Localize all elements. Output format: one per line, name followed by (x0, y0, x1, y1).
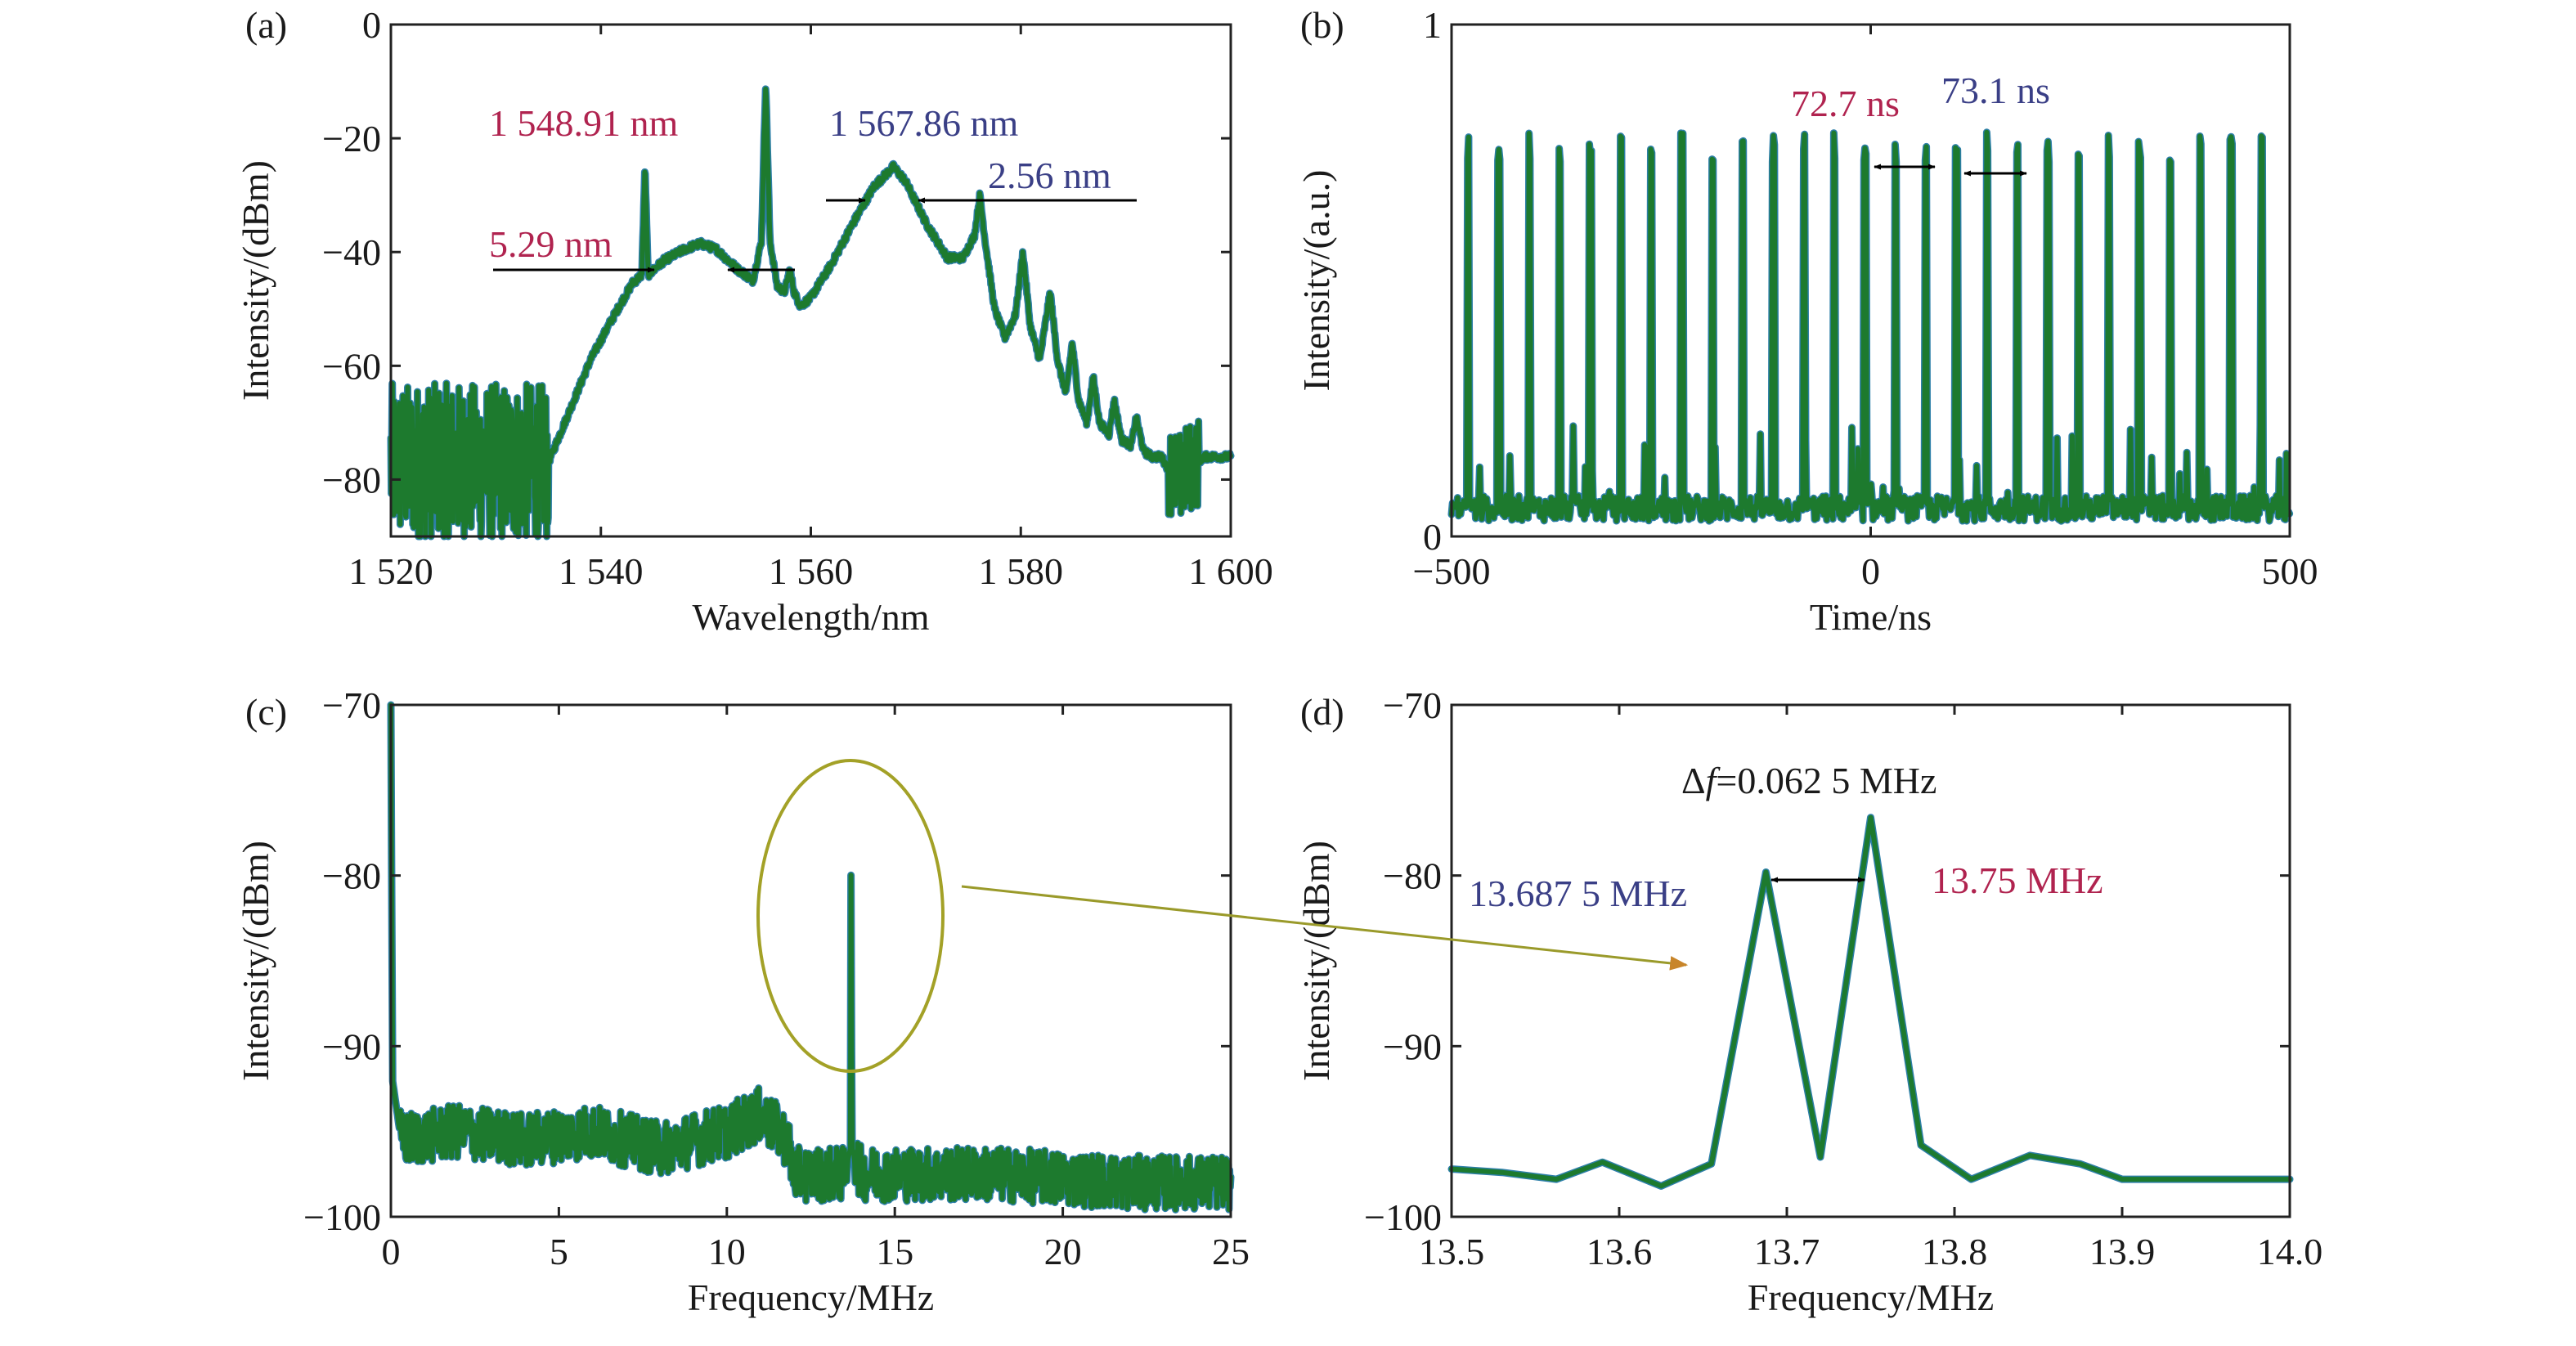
panel-a-x-tick-label: 1 560 (769, 550, 854, 592)
panel-a-tag: (a) (245, 4, 287, 46)
panel-a-x-tick-label: 1 520 (348, 550, 433, 592)
panel-a-traces (387, 85, 1235, 541)
panel-a-x-tick-label: 1 580 (979, 550, 1064, 592)
panel-a-y-tick-label: −20 (322, 118, 381, 159)
panel-a-peak-left-label: 1 548.91 nm (489, 102, 679, 144)
panel-c-x-tick-label: 15 (876, 1231, 913, 1272)
panel-d-x-tick-label: 13.7 (1754, 1231, 1820, 1272)
panel-a-y-tick-label: −40 (322, 231, 381, 273)
panel-a-peak-right-label: 1 567.86 nm (829, 102, 1019, 144)
panel-a-x-tick-label: 1 600 (1188, 550, 1273, 592)
panel-d-y-tick-label: −90 (1383, 1025, 1442, 1067)
panel-c: 0 5 10 15 20 25 −70 −80 −90 −100 Frequency/MHz Inte… (235, 684, 1250, 1318)
panel-c-x-tick-label: 25 (1212, 1231, 1250, 1272)
panel-d-axes: 13.5 13.6 13.7 13.8 13.9 14.0 −70 −80 −90 −100 Fre… (1295, 684, 2322, 1318)
panel-d-delta-f-label: Δf=0.062 5 MHz (1681, 760, 1936, 801)
panel-d-y-tick-label: −100 (1364, 1196, 1442, 1238)
panel-b-traces (1447, 128, 2294, 525)
panel-a-y-tick-label: 0 (362, 4, 381, 46)
panel-c-y-tick-label: −80 (322, 855, 381, 897)
panel-c-tag: (c) (245, 691, 287, 733)
panel-d-plot-frame (1450, 703, 2291, 1218)
panel-c-y-tick-label: −100 (303, 1196, 381, 1238)
panel-c-y-tick-label: −70 (322, 684, 381, 726)
panel-b-x-tick-label: 500 (2262, 550, 2318, 592)
panel-b-period-arrows (1874, 164, 2027, 177)
panel-b-y-tick-label: 1 (1423, 4, 1442, 46)
panel-d: 13.5 13.6 13.7 13.8 13.9 14.0 −70 −80 −90 −100 Fre… (1295, 684, 2322, 1318)
panel-c-highlight-ellipse (756, 759, 945, 1073)
panel-c-x-axis-title: Frequency/MHz (688, 1276, 934, 1318)
panel-d-y-tick-label: −80 (1383, 855, 1442, 897)
panel-c-plot-frame (389, 703, 1232, 1218)
panel-a-axes: 1 520 1 540 1 560 1 580 1 600 0 −20 −40 −60 −80 Wa… (235, 4, 1273, 638)
panel-d-delta-symbol: Δ (1681, 760, 1706, 801)
panel-d-right-freq-label: 13.75 MHz (1932, 859, 2103, 901)
panel-c-x-tick-label: 20 (1044, 1231, 1082, 1272)
panel-c-traces (387, 701, 1235, 1214)
panel-b-tag: (b) (1300, 4, 1344, 46)
panel-b-y-tick-label: 0 (1423, 516, 1442, 558)
panel-c-series-line (388, 702, 1233, 1213)
panel-d-y-axis-title: Intensity/(dBm) (1295, 841, 1337, 1081)
panel-a-width-left-label: 5.29 nm (489, 223, 613, 265)
panel-d-x-axis-title: Frequency/MHz (1748, 1276, 1994, 1318)
panel-a-y-tick-label: −60 (322, 345, 381, 387)
panel-d-delta-value: =0.062 5 MHz (1716, 760, 1936, 801)
panel-d-y-tick-label: −70 (1383, 684, 1442, 726)
panel-c-x-tick-label: 10 (708, 1231, 746, 1272)
panel-a-y-axis-title: Intensity/(dBm) (235, 160, 276, 401)
panel-d-tag: (d) (1300, 691, 1344, 733)
panel-b-y-axis-title: Intensity/(a.u.) (1295, 170, 1337, 392)
panel-b-series-line (1449, 129, 2292, 524)
panel-a-y-tick-label: −80 (322, 459, 381, 500)
panel-d-x-tick-label: 13.9 (2089, 1231, 2156, 1272)
panel-b-x-tick-label: 0 (1861, 550, 1880, 592)
panel-a-x-tick-label: 1 540 (559, 550, 644, 592)
panel-d-x-tick-label: 13.8 (1922, 1231, 1988, 1272)
panel-b-x-axis-title: Time/ns (1810, 596, 1932, 638)
panel-d-series-line (1449, 814, 2292, 1189)
panel-b-period-2-label: 73.1 ns (1941, 70, 2050, 111)
panel-a-width-arrows (493, 197, 1137, 273)
panel-a-x-axis-title: Wavelength/nm (692, 596, 929, 638)
panel-c-y-tick-label: −90 (322, 1025, 381, 1067)
panel-d-x-tick-label: 13.5 (1419, 1231, 1485, 1272)
panel-d-traces (1447, 814, 2294, 1190)
panel-d-x-tick-label: 14.0 (2257, 1231, 2323, 1272)
zoom-pointer-arrow (961, 885, 1689, 971)
panel-a-series-line (388, 86, 1233, 539)
panel-d-left-freq-label: 13.687 5 MHz (1469, 873, 1687, 914)
panel-c-x-tick-label: 5 (550, 1231, 568, 1272)
panel-b-period-1-label: 72.7 ns (1791, 83, 1900, 124)
panel-b-series-outline (1447, 128, 2294, 525)
panel-c-axes: 0 5 10 15 20 25 −70 −80 −90 −100 Frequency/MHz Inte… (235, 684, 1250, 1318)
panel-d-x-tick-label: 13.6 (1586, 1231, 1653, 1272)
panel-c-x-tick-label: 0 (382, 1231, 401, 1272)
panel-b-x-tick-label: −500 (1413, 550, 1491, 592)
panel-a: 1 520 1 540 1 560 1 580 1 600 0 −20 −40 −60 −80 Wa… (235, 4, 1273, 638)
panel-a-width-right-label: 2.56 nm (988, 155, 1111, 196)
panel-c-y-axis-title: Intensity/(dBm) (235, 841, 276, 1081)
